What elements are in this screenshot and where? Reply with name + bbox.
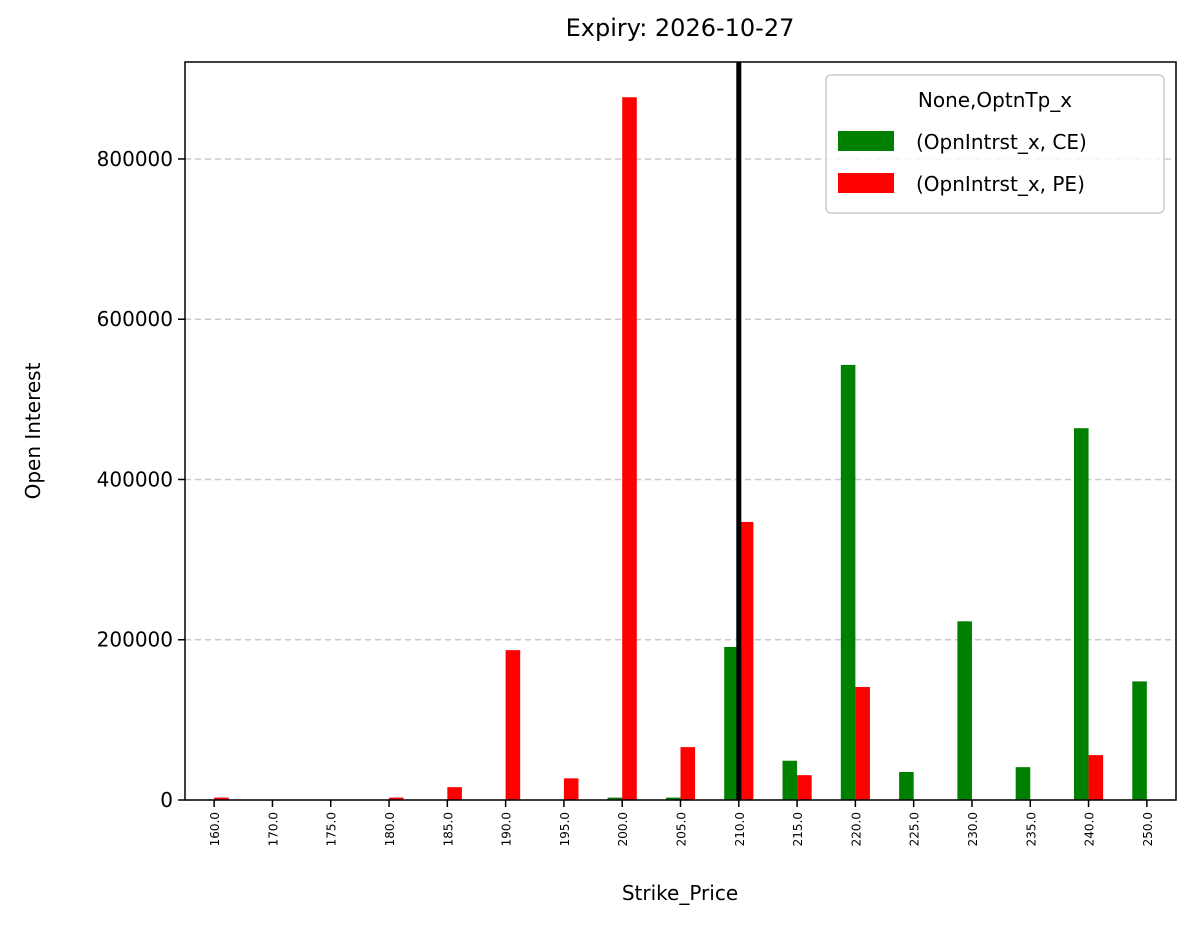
x-tick-label: 215.0 xyxy=(791,812,805,846)
bar xyxy=(1088,755,1104,800)
x-tick-label: 180.0 xyxy=(383,812,397,846)
x-axis-label: Strike_Price xyxy=(622,881,738,905)
chart-title: Expiry: 2026-10-27 xyxy=(566,14,795,42)
x-tick-label: 175.0 xyxy=(325,812,339,846)
legend: None,OptnTp_x (OpnIntrst_x, CE) (OpnIntrst… xyxy=(825,74,1165,214)
bar xyxy=(505,650,521,800)
bar xyxy=(607,797,623,800)
bar xyxy=(840,364,856,800)
bar xyxy=(680,747,696,800)
bar xyxy=(1132,681,1147,800)
x-tick-label: 210.0 xyxy=(733,812,747,846)
bar xyxy=(738,521,754,800)
bar xyxy=(1015,767,1031,800)
legend-label: (OpnIntrst_x, PE) xyxy=(916,172,1085,196)
x-tick-label: 170.0 xyxy=(266,812,280,846)
legend-title: None,OptnTp_x xyxy=(918,88,1072,112)
bar xyxy=(782,760,798,800)
plot-frame xyxy=(184,61,1177,801)
legend-label: (OpnIntrst_x, CE) xyxy=(916,130,1087,154)
bar xyxy=(1073,428,1089,800)
x-tick-label: 190.0 xyxy=(500,812,514,846)
x-tick-label: 240.0 xyxy=(1083,812,1097,846)
x-tick-label: 185.0 xyxy=(441,812,455,846)
y-tick-label: 400000 xyxy=(97,467,173,491)
x-tick-label: 220.0 xyxy=(849,812,863,846)
x-tick-label: 195.0 xyxy=(558,812,572,846)
x-tick-label: 205.0 xyxy=(675,812,689,846)
y-tick-label: 0 xyxy=(160,788,173,812)
y-tick-label: 200000 xyxy=(97,628,173,652)
y-tick-label: 600000 xyxy=(97,307,173,331)
bar xyxy=(797,775,812,800)
bar xyxy=(389,797,404,800)
x-tick-label: 225.0 xyxy=(908,812,922,846)
bar xyxy=(563,778,579,800)
bar xyxy=(622,97,637,801)
legend-box xyxy=(825,74,1165,214)
y-tick-label: 800000 xyxy=(97,147,173,171)
x-tick-label: 200.0 xyxy=(616,812,630,846)
bar xyxy=(724,646,739,800)
y-axis-label: Open Interest xyxy=(21,362,45,499)
x-tick-label: 235.0 xyxy=(1024,812,1038,846)
bar xyxy=(214,797,229,800)
bar xyxy=(899,771,914,800)
x-tick-label: 250.0 xyxy=(1141,812,1155,846)
legend-swatch xyxy=(838,131,894,151)
bar xyxy=(957,621,972,800)
legend-swatch xyxy=(838,173,894,193)
bar xyxy=(665,797,681,800)
bar xyxy=(447,787,462,800)
x-tick-label: 230.0 xyxy=(966,812,980,846)
x-tick-label: 160.0 xyxy=(208,812,222,846)
bar xyxy=(855,687,870,800)
